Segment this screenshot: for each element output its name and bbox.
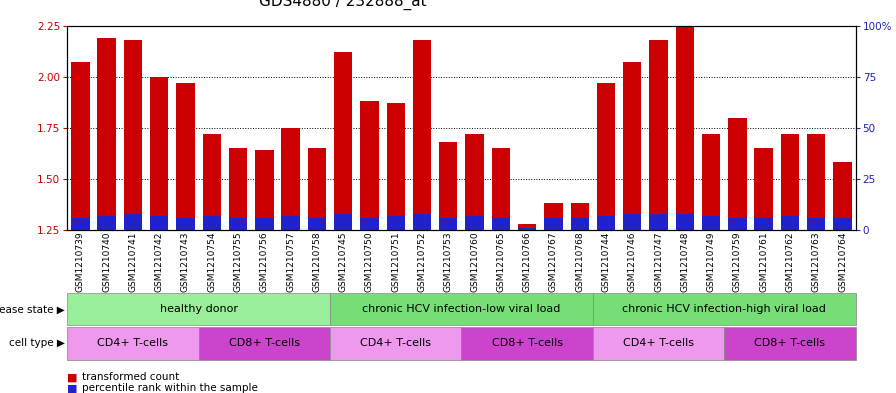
- Bar: [518, 228, 537, 230]
- Bar: [413, 40, 431, 230]
- Bar: [702, 216, 720, 230]
- Bar: [150, 216, 168, 230]
- Bar: [676, 213, 694, 230]
- Text: healthy donor: healthy donor: [159, 304, 237, 314]
- Bar: [728, 218, 746, 230]
- Text: ■: ■: [67, 383, 78, 393]
- Text: CD8+ T-cells: CD8+ T-cells: [228, 338, 300, 349]
- Bar: [413, 213, 431, 230]
- Bar: [492, 218, 510, 230]
- Bar: [177, 218, 194, 230]
- Bar: [518, 224, 537, 230]
- Bar: [702, 134, 720, 230]
- Text: GDS4880 / 232888_at: GDS4880 / 232888_at: [259, 0, 427, 10]
- Bar: [360, 218, 379, 230]
- Bar: [833, 218, 852, 230]
- Bar: [597, 83, 616, 230]
- Bar: [334, 52, 352, 230]
- Bar: [754, 148, 773, 230]
- Bar: [597, 216, 616, 230]
- Text: ■: ■: [67, 372, 78, 382]
- Bar: [623, 213, 642, 230]
- Bar: [71, 218, 90, 230]
- Bar: [281, 128, 300, 230]
- Text: percentile rank within the sample: percentile rank within the sample: [82, 383, 257, 393]
- Bar: [439, 218, 458, 230]
- Bar: [228, 218, 247, 230]
- Bar: [676, 26, 694, 230]
- Text: chronic HCV infection-low viral load: chronic HCV infection-low viral load: [362, 304, 561, 314]
- Bar: [255, 218, 273, 230]
- Bar: [202, 134, 221, 230]
- Bar: [465, 216, 484, 230]
- Text: chronic HCV infection-high viral load: chronic HCV infection-high viral load: [623, 304, 826, 314]
- Bar: [465, 134, 484, 230]
- Bar: [650, 213, 668, 230]
- Bar: [623, 62, 642, 230]
- Text: CD8+ T-cells: CD8+ T-cells: [492, 338, 563, 349]
- Bar: [780, 216, 799, 230]
- Bar: [544, 203, 563, 230]
- Bar: [228, 148, 247, 230]
- Bar: [650, 40, 668, 230]
- Text: CD4+ T-cells: CD4+ T-cells: [623, 338, 694, 349]
- Bar: [386, 103, 405, 230]
- Bar: [780, 134, 799, 230]
- Bar: [150, 77, 168, 230]
- Bar: [728, 118, 746, 230]
- Bar: [439, 142, 458, 230]
- Bar: [202, 216, 221, 230]
- Bar: [307, 218, 326, 230]
- Bar: [98, 216, 116, 230]
- Bar: [71, 62, 90, 230]
- Bar: [754, 218, 773, 230]
- Text: CD8+ T-cells: CD8+ T-cells: [754, 338, 825, 349]
- Bar: [492, 148, 510, 230]
- Bar: [177, 83, 194, 230]
- Bar: [544, 218, 563, 230]
- Bar: [124, 213, 142, 230]
- Bar: [571, 203, 589, 230]
- Text: cell type ▶: cell type ▶: [9, 338, 65, 349]
- Bar: [833, 162, 852, 230]
- Bar: [307, 148, 326, 230]
- Bar: [571, 218, 589, 230]
- Text: CD4+ T-cells: CD4+ T-cells: [98, 338, 168, 349]
- Text: transformed count: transformed count: [82, 372, 179, 382]
- Bar: [807, 218, 825, 230]
- Text: CD4+ T-cells: CD4+ T-cells: [360, 338, 431, 349]
- Bar: [124, 40, 142, 230]
- Bar: [255, 150, 273, 230]
- Bar: [386, 216, 405, 230]
- Text: disease state ▶: disease state ▶: [0, 304, 65, 314]
- Bar: [281, 216, 300, 230]
- Bar: [334, 213, 352, 230]
- Bar: [360, 101, 379, 230]
- Bar: [807, 134, 825, 230]
- Bar: [98, 38, 116, 230]
